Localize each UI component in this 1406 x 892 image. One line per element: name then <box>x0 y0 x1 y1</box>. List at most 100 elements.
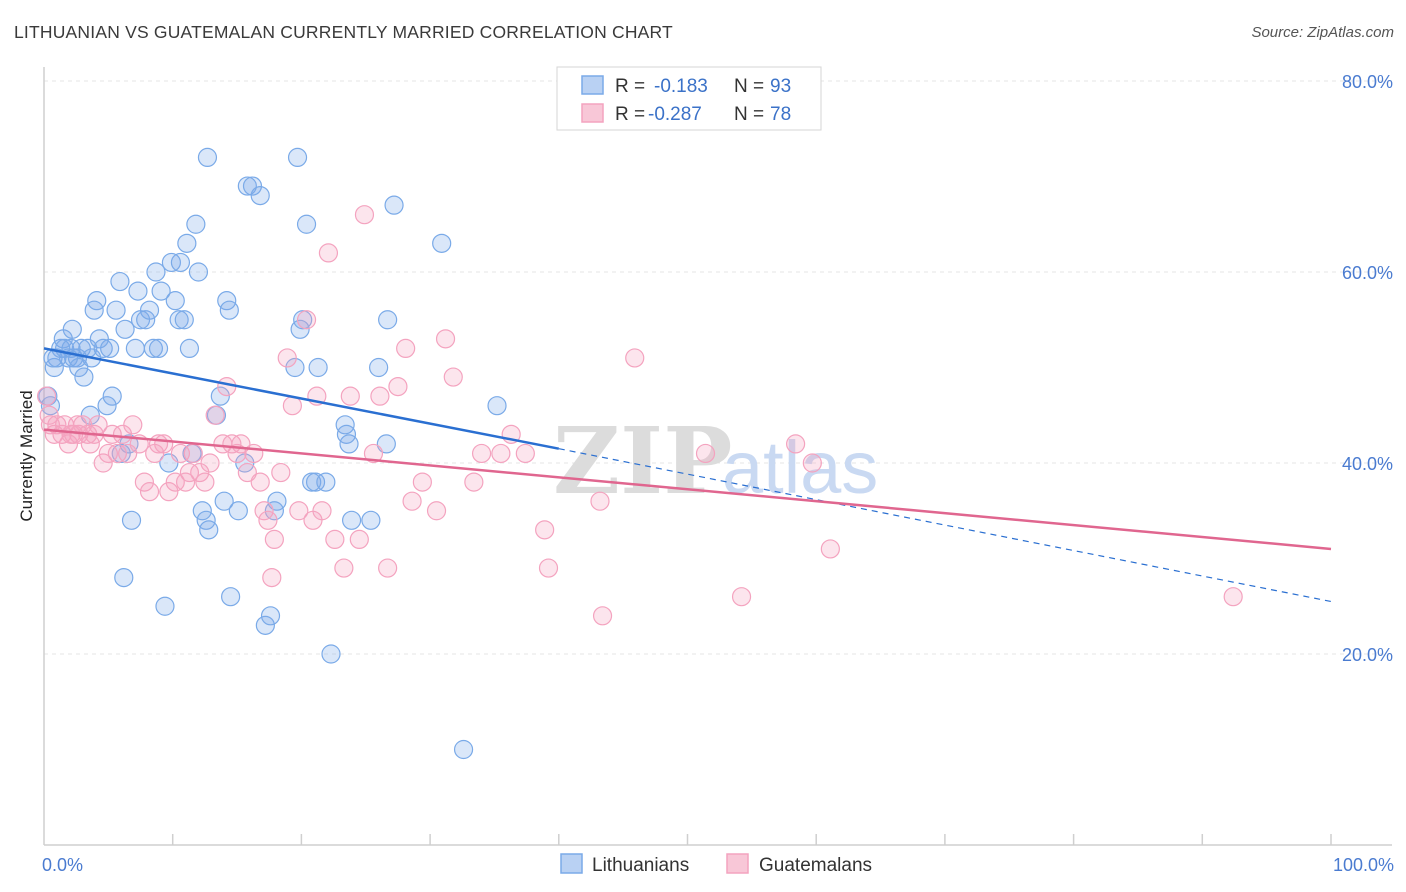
y-tick-label-2: 60.0% <box>1342 263 1393 283</box>
guatemalan-point-37 <box>195 472 215 492</box>
lithuanian-point-40 <box>148 338 169 358</box>
guatemalan-point-77 <box>471 443 492 464</box>
lithuanian-point-58 <box>210 386 230 406</box>
stats-legend: R = -0.183 N = 93 R = -0.287 N = 78 <box>556 66 822 131</box>
guatemalan-point-51 <box>264 529 284 550</box>
guatemalan-point-67 <box>370 386 390 406</box>
x-tick-label-1: 100.0% <box>1333 855 1394 875</box>
lithuanian-point-94 <box>487 396 507 416</box>
lithuanian-point-88 <box>369 357 389 378</box>
guatemalan-point-50 <box>262 567 282 588</box>
guatemalan-point-78 <box>491 443 511 464</box>
y-tick-label-3: 80.0% <box>1342 72 1393 92</box>
guatemalan-point-38 <box>200 453 220 473</box>
guatemalan-point-46 <box>244 443 264 464</box>
guatemalan-point-66 <box>363 443 384 464</box>
gridlines <box>44 80 1392 655</box>
axes <box>43 67 1392 846</box>
guatemalan-point-1 <box>39 405 59 425</box>
n-value-0: 93 <box>770 76 791 97</box>
lithuanian-point-50 <box>179 338 200 358</box>
r-value-0: -0.183 <box>654 76 708 97</box>
watermark-zip: ZIP <box>553 407 732 515</box>
lithuanian-point-11 <box>62 319 82 339</box>
guatemalan-point-35 <box>183 443 203 464</box>
guatemalan-point-26 <box>139 482 160 502</box>
guatemalan-point-30 <box>159 482 179 502</box>
r-value-1: -0.287 <box>648 104 702 125</box>
lithuanian-point-39 <box>146 262 166 282</box>
guatemalan-point-86 <box>695 443 716 464</box>
guatemalan-point-55 <box>289 501 309 521</box>
lithuanian-point-91 <box>384 195 404 215</box>
guatemalan-point-87 <box>731 587 752 607</box>
lithuanian-point-67 <box>221 587 241 607</box>
lithuanian-point-70 <box>260 606 281 626</box>
lithuanian-point-45 <box>165 291 185 311</box>
guatemalan-point-74 <box>435 329 456 349</box>
n-value-1: 78 <box>770 104 791 125</box>
r-label-0: R = <box>615 76 645 97</box>
lithuanian-point-54 <box>192 501 212 521</box>
guatemalan-point-0 <box>36 386 57 406</box>
lithuanian-point-28 <box>115 319 135 339</box>
guatemalan-point-65 <box>354 205 375 225</box>
guatemalan-point-49 <box>258 510 278 530</box>
x-ticks <box>171 834 1332 845</box>
lithuanian-point-92 <box>432 233 452 253</box>
guatemalan-point-75 <box>443 367 463 387</box>
guatemalans-swatch <box>581 103 604 123</box>
lithuanian-point-81 <box>316 472 336 492</box>
lithuanian-point-53 <box>188 262 209 282</box>
lithuanian-point-46 <box>169 310 189 330</box>
guatemalan-point-23 <box>123 415 143 435</box>
guatemalan-point-54 <box>282 396 302 416</box>
lithuanian-point-68 <box>250 186 270 206</box>
lithuanian-point-30 <box>121 510 142 530</box>
lithuanians-trend-solid <box>43 347 560 450</box>
x-tick-label-0: 0.0% <box>42 855 83 875</box>
chart-title: LITHUANIAN VS GUATEMALAN CURRENTLY MARRI… <box>14 22 673 42</box>
guatemalan-point-69 <box>388 377 408 397</box>
lithuanian-point-24 <box>100 338 120 358</box>
y-tick-label-1: 40.0% <box>1342 454 1393 474</box>
lithuanians-swatch <box>581 75 604 95</box>
lithuanian-point-82 <box>321 644 341 664</box>
r-label-1: R = <box>615 104 645 125</box>
lithuanian-point-49 <box>177 233 197 253</box>
guatemalan-point-56 <box>296 310 317 330</box>
lithuanian-point-87 <box>361 510 381 530</box>
guatemalan-point-41 <box>217 377 237 397</box>
lithuanian-point-42 <box>155 596 175 616</box>
lithuanian-point-85 <box>339 434 359 454</box>
guatemalan-point-59 <box>312 501 332 521</box>
guatemalan-point-88 <box>786 434 806 454</box>
legend-lithuanians-swatch <box>560 853 583 874</box>
x-tick-labels: 0.0% 100.0% <box>42 855 1394 875</box>
lithuanian-point-17 <box>80 405 100 425</box>
guatemalan-point-80 <box>515 443 535 464</box>
lithuanian-point-22 <box>93 338 113 358</box>
guatemalan-point-72 <box>412 472 432 492</box>
lithuanian-point-79 <box>305 472 326 492</box>
lithuanian-point-48 <box>174 310 194 330</box>
series-legend: Lithuanians Guatemalans <box>560 853 872 876</box>
guatemalan-point-64 <box>349 529 369 550</box>
guatemalan-point-61 <box>325 529 345 550</box>
lithuanian-point-89 <box>376 434 396 454</box>
guatemalan-point-60 <box>318 243 339 263</box>
guatemalan-point-36 <box>190 462 210 483</box>
lithuanian-point-83 <box>335 415 355 435</box>
lithuanian-point-47 <box>170 252 191 273</box>
legend-guatemalans-swatch <box>726 853 749 874</box>
guatemalan-point-81 <box>535 520 555 540</box>
guatemalan-point-31 <box>165 472 185 492</box>
guatemalans-trend <box>43 428 1332 551</box>
guatemalans-points <box>36 205 1243 626</box>
guatemalan-point-17 <box>93 453 113 473</box>
guatemalan-point-29 <box>154 434 174 454</box>
guatemalan-point-83 <box>590 491 610 511</box>
lithuanian-point-13 <box>69 357 89 378</box>
guatemalan-point-84 <box>592 606 613 626</box>
guatemalan-point-76 <box>464 472 484 492</box>
